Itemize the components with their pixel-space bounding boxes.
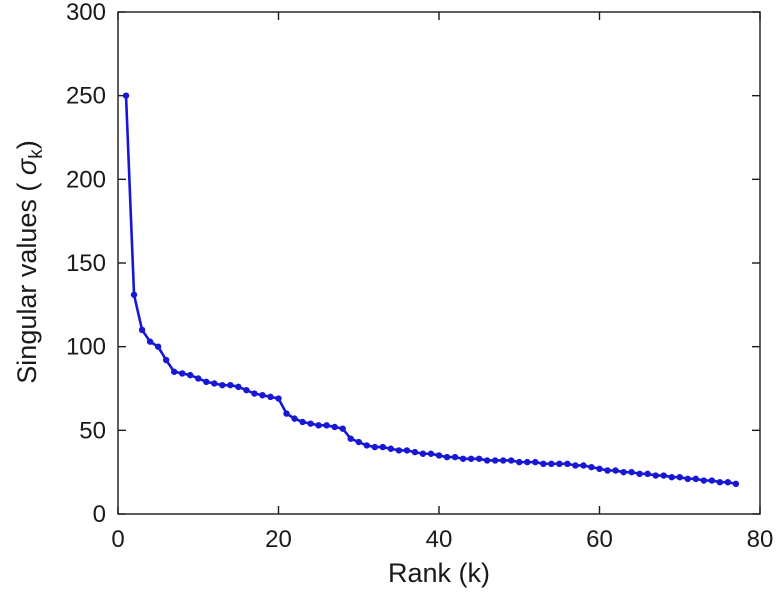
- data-point: [724, 479, 732, 486]
- data-point: [267, 393, 274, 401]
- data-point: [403, 447, 411, 454]
- x-axis-label: Rank (k): [387, 558, 491, 588]
- data-point: [339, 425, 346, 432]
- data-point: [508, 457, 515, 464]
- data-point: [491, 457, 499, 464]
- x-tick-label: 0: [111, 526, 124, 553]
- data-point: [652, 472, 659, 479]
- y-tick-label: 250: [66, 83, 106, 110]
- data-point: [660, 472, 667, 479]
- y-tick-label: 100: [66, 334, 106, 361]
- data-point: [331, 423, 338, 431]
- data-point: [235, 383, 242, 391]
- sigma-subscript: k: [26, 149, 47, 159]
- data-point: [154, 343, 162, 350]
- data-point: [283, 410, 290, 417]
- data-point: [419, 450, 427, 457]
- data-point: [612, 467, 619, 474]
- data-point: [532, 458, 539, 466]
- y-tick-label: 0: [93, 501, 106, 528]
- data-point: [387, 445, 395, 452]
- data-point: [187, 371, 194, 379]
- y-axis-label-suffix: ): [12, 140, 42, 150]
- data-point: [708, 477, 716, 484]
- data-point: [379, 443, 387, 451]
- data-point: [251, 390, 258, 397]
- data-point: [170, 368, 178, 375]
- data-point: [604, 467, 611, 474]
- axis-box: [117, 11, 761, 515]
- data-point: [203, 378, 210, 386]
- data-point: [580, 462, 587, 469]
- data-point: [668, 473, 675, 481]
- data-point: [219, 381, 226, 389]
- data-point: [138, 326, 146, 334]
- y-tick-label: 50: [79, 417, 106, 444]
- data-point: [684, 475, 691, 483]
- data-point: [443, 453, 451, 461]
- data-point: [179, 370, 186, 377]
- data-point: [620, 468, 627, 476]
- data-point: [676, 473, 683, 481]
- series-line-singular-values: [124, 94, 738, 486]
- data-point: [371, 443, 378, 451]
- y-axis-label: Singular values ( σk): [12, 140, 48, 383]
- data-point: [299, 418, 306, 426]
- data-point: [596, 465, 603, 473]
- data-point: [355, 438, 362, 446]
- data-point: [227, 381, 234, 389]
- data-point: [459, 455, 467, 462]
- data-point: [323, 422, 330, 429]
- data-point: [556, 460, 563, 467]
- data-point: [162, 356, 170, 364]
- data-point: [700, 477, 708, 484]
- data-point: [692, 475, 699, 483]
- data-point: [524, 458, 531, 466]
- data-point: [716, 479, 724, 486]
- data-point: [122, 92, 130, 99]
- x-tick-label: 60: [586, 526, 613, 553]
- data-point: [275, 395, 282, 402]
- data-point: [146, 338, 154, 345]
- data-point: [395, 447, 403, 454]
- data-point: [483, 457, 491, 464]
- data-point: [628, 468, 635, 476]
- data-point: [411, 448, 419, 456]
- data-point: [347, 435, 354, 442]
- data-point: [451, 453, 459, 461]
- data-point: [516, 458, 523, 466]
- data-point: [435, 452, 443, 459]
- data-point: [636, 470, 643, 478]
- data-point: [540, 460, 547, 467]
- data-point: [259, 391, 266, 399]
- data-point: [588, 463, 595, 471]
- data-point: [427, 450, 435, 457]
- data-point: [363, 442, 370, 449]
- sigma-symbol: σ: [12, 158, 42, 176]
- data-point: [500, 457, 507, 464]
- y-tick-label: 150: [66, 250, 106, 277]
- x-tick-label: 20: [265, 526, 292, 553]
- data-point: [291, 415, 298, 422]
- x-tick-label: 80: [747, 526, 774, 553]
- data-point: [732, 480, 740, 488]
- data-point: [475, 455, 483, 462]
- data-point: [467, 455, 475, 462]
- data-point: [548, 460, 555, 467]
- y-tick-label: 200: [66, 166, 106, 193]
- data-point: [243, 386, 250, 394]
- data-point: [644, 470, 651, 478]
- data-point: [307, 420, 314, 427]
- y-axis-label-prefix: Singular values (: [12, 175, 42, 384]
- x-tick-label: 40: [426, 526, 453, 553]
- data-point: [130, 291, 138, 298]
- y-tick-label: 300: [66, 0, 106, 26]
- data-point: [572, 462, 579, 469]
- data-point: [195, 375, 202, 382]
- data-point: [315, 422, 322, 429]
- data-point: [564, 460, 571, 467]
- data-point: [211, 380, 218, 387]
